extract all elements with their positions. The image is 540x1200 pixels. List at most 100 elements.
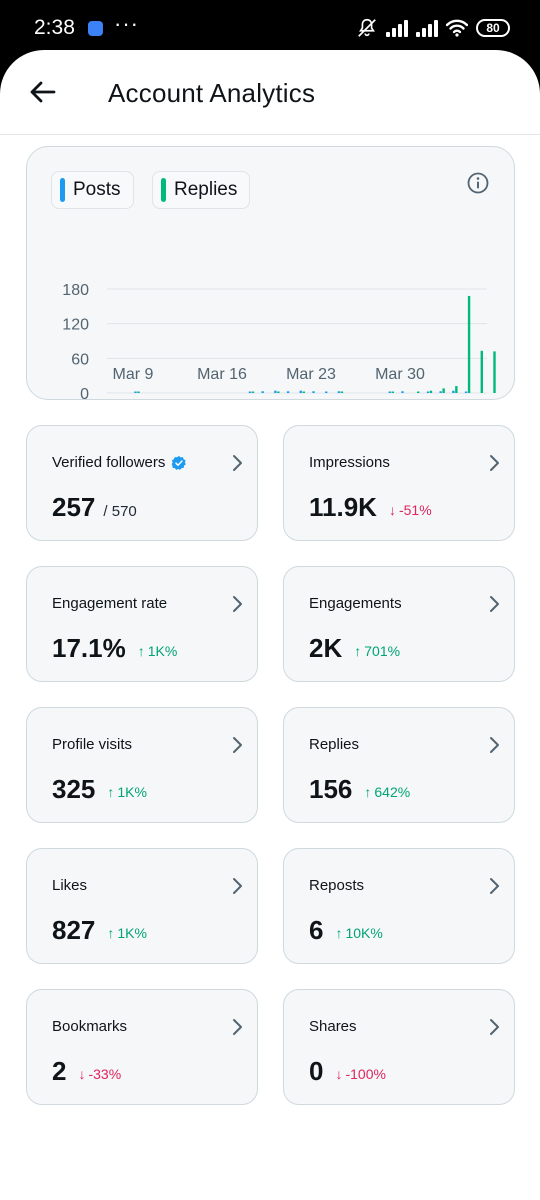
arrow-left-icon[interactable] xyxy=(24,74,60,110)
posts-bar xyxy=(426,391,430,393)
battery-indicator: 80 xyxy=(476,19,510,37)
stat-label: Likes xyxy=(52,877,87,894)
stat-label: Reposts xyxy=(309,877,364,894)
stat-label-text: Bookmarks xyxy=(52,1018,128,1035)
status-time: 2:38 xyxy=(34,16,75,39)
stat-label: Impressions xyxy=(309,454,390,471)
chevron-right-icon xyxy=(490,878,499,894)
stat-change-value: 642% xyxy=(374,784,411,800)
stat-value: 17.1% xyxy=(52,633,126,663)
stat-change: ↑ 642% xyxy=(364,784,410,800)
stat-total: / 570 xyxy=(103,503,137,520)
info-icon[interactable] xyxy=(466,171,490,195)
stat-label: Verified followers xyxy=(52,454,187,471)
y-tick-label: 60 xyxy=(71,351,89,368)
stat-card-shares[interactable]: Shares 0 ↓ -100% xyxy=(283,989,515,1105)
posts-color-swatch xyxy=(60,178,65,202)
posts-bar xyxy=(464,391,468,393)
replies-bar xyxy=(251,391,255,393)
posts-bar xyxy=(299,390,302,393)
posts-bar xyxy=(439,391,442,393)
stat-label-text: Shares xyxy=(309,1018,357,1035)
legend-replies[interactable]: Replies xyxy=(152,171,251,209)
stat-change: ↓ -51% xyxy=(389,502,432,518)
stat-value: 0 xyxy=(309,1056,324,1086)
stat-label-text: Replies xyxy=(309,736,360,753)
stat-label-text: Engagements xyxy=(309,595,402,612)
stat-label-text: Engagement rate xyxy=(52,595,168,612)
posts-bar xyxy=(452,390,455,393)
chevron-right-icon xyxy=(233,455,242,471)
signal-2-icon xyxy=(416,19,438,37)
replies-bar xyxy=(493,351,496,393)
arrow-down-icon: ↓ xyxy=(388,502,396,518)
legend-replies-label: Replies xyxy=(174,179,238,200)
stat-card-profile-visits[interactable]: Profile visits 325 ↑ 1K% xyxy=(26,707,258,823)
bar-chart: 180 120 60 0 Mar 9 Mar 16 Mar 23 Mar 30 xyxy=(62,282,496,401)
stat-value-wrap: 17.1% xyxy=(52,633,126,664)
replies-bar xyxy=(137,391,140,393)
posts-bar xyxy=(261,391,264,393)
telegram-notification-icon xyxy=(88,21,103,36)
stat-card-bookmarks[interactable]: Bookmarks 2 ↓ -33% xyxy=(26,989,258,1105)
posts-bar xyxy=(401,391,404,393)
posts-bar xyxy=(248,391,252,393)
arrow-up-icon: ↑ xyxy=(107,925,115,941)
stat-value-wrap: 156 xyxy=(309,774,352,805)
stat-label: Bookmarks xyxy=(52,1018,127,1035)
stat-change: ↑ 1K% xyxy=(138,643,178,659)
top-bar: Account Analytics xyxy=(0,50,540,135)
signal-1-icon xyxy=(386,19,408,37)
stat-value: 325 xyxy=(52,774,96,804)
stat-value-wrap: 2K xyxy=(309,633,342,664)
stat-change-value: -51% xyxy=(398,502,432,518)
stat-label-text: Profile visits xyxy=(52,736,133,753)
stat-card-reposts[interactable]: Reposts 6 ↑ 10K% xyxy=(283,848,515,964)
status-bar: 2:38 ··· 80 xyxy=(0,0,540,58)
x-tick-label: Mar 16 xyxy=(197,366,247,383)
stat-label: Replies xyxy=(309,736,359,753)
stat-card-engagements[interactable]: Engagements 2K ↑ 701% xyxy=(283,566,515,682)
posts-bar xyxy=(134,391,137,393)
arrow-up-icon: ↑ xyxy=(137,643,145,659)
stat-change: ↑ 701% xyxy=(354,643,400,659)
posts-bar xyxy=(312,391,315,393)
replies-bar xyxy=(340,391,344,393)
arrow-up-icon: ↑ xyxy=(364,784,372,800)
posts-bar xyxy=(286,391,290,393)
legend-posts[interactable]: Posts xyxy=(51,171,134,209)
stat-value-wrap: 257 / 570 xyxy=(52,492,137,523)
stat-card-impressions[interactable]: Impressions 11.9K ↓ -51% xyxy=(283,425,515,541)
more-notifications-icon: ··· xyxy=(114,11,139,36)
stat-card-verified-followers[interactable]: Verified followers 257 / 570 xyxy=(26,425,258,541)
activity-chart-card: Posts Replies 180 120 60 0 Mar 9 Mar 16 Mar 23… xyxy=(26,146,515,401)
stat-change: ↓ -33% xyxy=(78,1066,121,1082)
stat-value-wrap: 6 xyxy=(309,915,323,946)
stat-label: Profile visits xyxy=(52,736,132,753)
chevron-right-icon xyxy=(233,737,242,753)
y-tick-label: 180 xyxy=(62,282,89,299)
replies-bar xyxy=(277,391,280,393)
stat-label-text: Verified followers xyxy=(52,454,166,471)
arrow-down-icon: ↓ xyxy=(78,1066,86,1082)
stat-label: Engagement rate xyxy=(52,595,167,612)
stat-value: 11.9K xyxy=(309,492,377,522)
arrow-down-icon: ↓ xyxy=(335,1066,343,1082)
posts-bar xyxy=(337,391,341,393)
arrow-up-icon: ↑ xyxy=(354,643,362,659)
stat-value-wrap: 2 xyxy=(52,1056,66,1087)
replies-bar xyxy=(417,391,420,393)
replies-bar xyxy=(429,390,433,393)
stat-card-engagement-rate[interactable]: Engagement rate 17.1% ↑ 1K% xyxy=(26,566,258,682)
chevron-right-icon xyxy=(490,1019,499,1035)
verified-badge-icon xyxy=(172,455,187,470)
system-nav-bar xyxy=(0,1178,540,1200)
stat-label: Engagements xyxy=(309,595,402,612)
stat-value: 2 xyxy=(52,1056,67,1086)
stat-card-replies[interactable]: Replies 156 ↑ 642% xyxy=(283,707,515,823)
stat-change: ↑ 10K% xyxy=(335,925,382,941)
stat-card-likes[interactable]: Likes 827 ↑ 1K% xyxy=(26,848,258,964)
legend-posts-label: Posts xyxy=(73,179,121,200)
x-tick-label: Mar 23 xyxy=(286,366,336,383)
replies-color-swatch xyxy=(161,178,166,202)
